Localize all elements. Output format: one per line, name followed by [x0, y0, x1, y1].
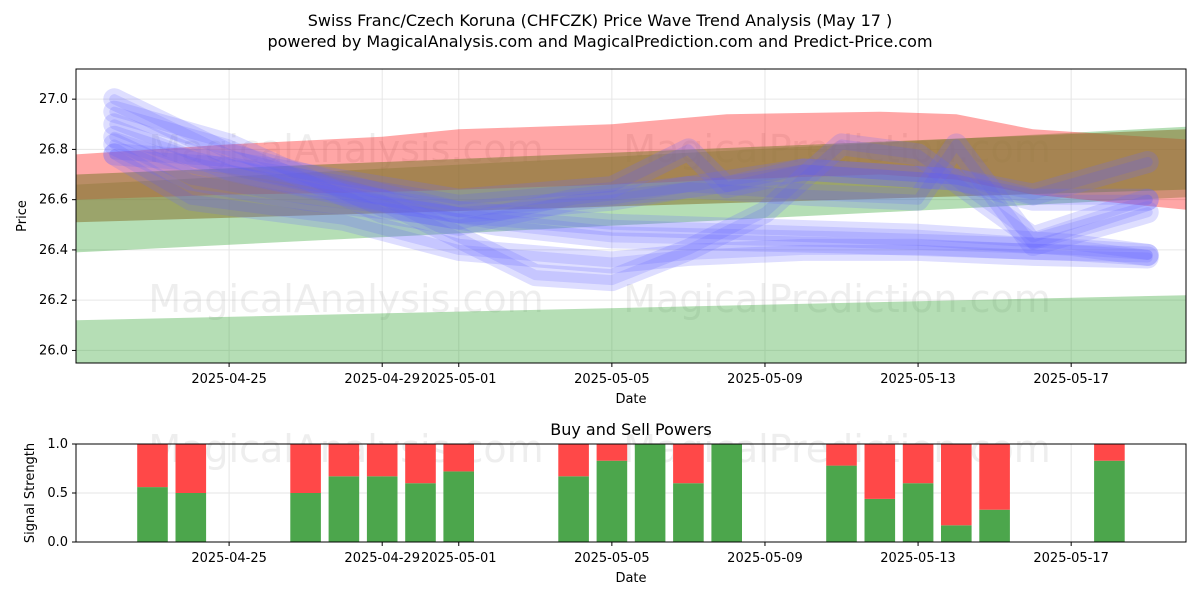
wave-line: [103, 138, 1159, 211]
sell-bar: [941, 444, 972, 526]
x-tick-label: 2025-05-05: [574, 551, 650, 566]
x-tick-label: 2025-05-13: [880, 551, 956, 566]
sell-bar: [596, 444, 628, 461]
sell-bar: [864, 444, 896, 499]
sell-bar: [443, 444, 474, 472]
x-tick-label: 2025-04-29: [344, 551, 420, 566]
buy-bar: [634, 444, 666, 542]
price-data-layer: MagicalAnalysis.com MagicalPrediction.com…: [76, 88, 1186, 363]
chart-subtitle: powered by MagicalAnalysis.com and Magic…: [267, 32, 932, 51]
y-tick-label: 26.4: [39, 243, 68, 258]
sell-bar: [1094, 444, 1125, 461]
wave-line: [103, 125, 1159, 224]
wave-line: [103, 113, 1159, 292]
y-axis-label: Price: [15, 200, 30, 232]
sell-bar: [175, 444, 207, 493]
wave-line-core: [109, 94, 1153, 260]
watermark-text: MagicalPrediction.com: [623, 277, 1051, 321]
wave-line-core: [109, 144, 1153, 205]
y-tick-label: 0.0: [47, 535, 68, 550]
x-tick-label: 2025-05-01: [421, 551, 497, 566]
buy-bar: [405, 483, 436, 542]
x-tick-label: 2025-05-17: [1033, 372, 1109, 387]
sell-bar: [405, 444, 436, 484]
sell-bar: [290, 444, 321, 493]
chart-title: Swiss Franc/Czech Koruna (CHFCZK) Price …: [308, 11, 893, 30]
x-tick-label: 2025-05-13: [880, 372, 956, 387]
x-tick-label: 2025-04-25: [191, 551, 267, 566]
buy-bar: [902, 483, 934, 542]
signal-panel-title: Buy and Sell Powers: [550, 420, 712, 439]
wave-line-core: [109, 131, 1153, 218]
wave-line: [103, 143, 1159, 274]
x-tick-label: 2025-04-29: [344, 372, 420, 387]
sell-bar: [673, 444, 704, 484]
sell-bar: [366, 444, 398, 477]
signal-panel: MagicalAnalysis.comMagicalPrediction.com…: [23, 420, 1187, 586]
buy-bar: [596, 460, 628, 542]
price-axes-frame: [75, 68, 1187, 364]
y-tick-label: 26.0: [39, 343, 68, 358]
buy-bar: [558, 476, 589, 542]
wave-line: [103, 100, 1159, 256]
trend-band: [76, 129, 1186, 223]
wave-line-core: [109, 149, 1153, 268]
buy-bar: [175, 493, 207, 542]
buy-bar: [711, 444, 742, 542]
y-axis-label: Signal Strength: [23, 443, 38, 543]
wave-line-core: [109, 119, 1153, 286]
y-tick-label: 0.5: [47, 486, 68, 501]
sell-bar: [979, 444, 1010, 510]
x-axis-label: Date: [615, 392, 646, 407]
sell-bar: [902, 444, 934, 484]
y-tick-label: 1.0: [47, 437, 68, 452]
buy-bar: [366, 476, 398, 542]
buy-bar: [864, 498, 896, 542]
sell-bar: [137, 444, 168, 488]
buy-bar: [673, 483, 704, 542]
x-tick-label: 2025-05-09: [727, 372, 803, 387]
wave-line-core: [109, 139, 1153, 260]
buy-bar: [290, 493, 321, 542]
trend-band: [76, 295, 1186, 363]
x-axis-label: Date: [615, 571, 646, 586]
price-panel: MagicalAnalysis.com MagicalPrediction.com…: [15, 68, 1187, 407]
x-tick-label: 2025-04-25: [191, 372, 267, 387]
buy-bar: [941, 525, 972, 542]
wave-line-core: [109, 106, 1153, 250]
buy-bar: [328, 476, 360, 542]
wave-line: [103, 88, 1159, 266]
buy-bar: [826, 465, 857, 542]
sell-bar: [826, 444, 857, 466]
x-tick-label: 2025-05-09: [727, 551, 803, 566]
y-tick-label: 26.8: [39, 142, 68, 157]
sell-bar: [328, 444, 360, 477]
x-tick-label: 2025-05-01: [421, 372, 497, 387]
watermark-text: MagicalAnalysis.com: [148, 277, 543, 321]
x-tick-label: 2025-05-05: [574, 372, 650, 387]
buy-bar: [137, 487, 168, 542]
y-tick-label: 27.0: [39, 92, 68, 107]
wave-line: [103, 133, 1159, 266]
y-tick-label: 26.2: [39, 293, 68, 308]
y-tick-label: 26.6: [39, 193, 68, 208]
buy-bar: [443, 471, 474, 542]
buy-bar: [979, 509, 1010, 542]
x-tick-label: 2025-05-17: [1033, 551, 1109, 566]
buy-bar: [1094, 460, 1125, 542]
sell-bar: [558, 444, 589, 477]
